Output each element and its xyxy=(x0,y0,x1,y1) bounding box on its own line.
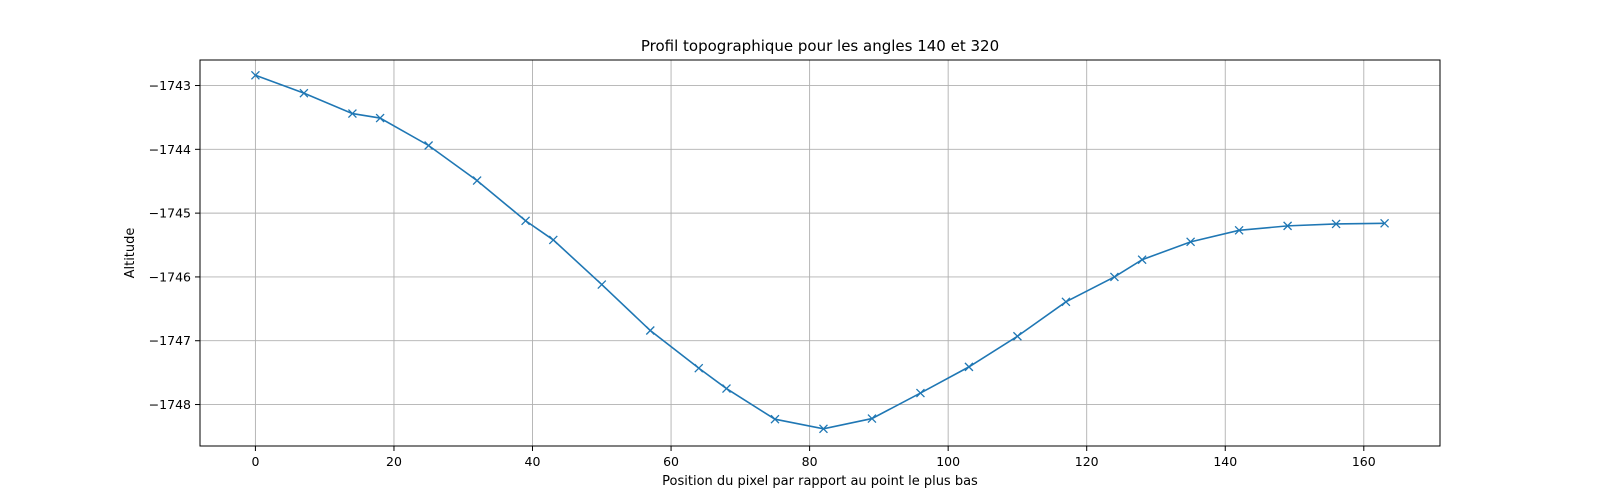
chart-title: Profil topographique pour les angles 140… xyxy=(641,37,999,55)
marker-stroke xyxy=(347,109,357,119)
marker-stroke xyxy=(867,414,877,424)
data-point-marker xyxy=(347,109,357,119)
marker-stroke xyxy=(1061,297,1071,307)
marker-stroke xyxy=(819,424,828,434)
data-point-marker xyxy=(1283,221,1293,231)
marker-stroke xyxy=(1234,225,1244,235)
y-tick-label: −1748 xyxy=(149,397,191,412)
data-point-marker xyxy=(1137,255,1147,265)
marker-stroke xyxy=(915,388,925,398)
data-point-marker xyxy=(770,414,780,424)
marker-stroke xyxy=(1331,219,1341,229)
x-tick-label: 60 xyxy=(663,454,679,469)
x-tick-label: 160 xyxy=(1352,454,1376,469)
marker-stroke xyxy=(299,88,309,98)
data-point-marker xyxy=(722,384,731,394)
x-tick-label: 20 xyxy=(386,454,402,469)
marker-stroke xyxy=(424,141,434,150)
data-point-marker xyxy=(645,326,655,335)
marker-stroke xyxy=(375,113,385,123)
data-point-marker xyxy=(1380,218,1390,228)
marker-stroke xyxy=(1109,272,1119,282)
x-axis-label: Position du pixel par rapport au point l… xyxy=(662,474,978,489)
data-point-marker xyxy=(694,363,704,373)
marker-stroke xyxy=(722,384,731,394)
x-tick-label: 140 xyxy=(1213,454,1237,469)
y-tick-label: −1747 xyxy=(149,333,191,348)
y-tick-label: −1743 xyxy=(149,78,191,93)
plot-frame xyxy=(199,59,1441,447)
marker-stroke xyxy=(1186,237,1196,247)
series-layer xyxy=(250,70,1390,434)
data-point-marker xyxy=(548,235,558,245)
data-point-marker xyxy=(424,141,434,150)
data-point-marker xyxy=(299,88,309,98)
x-tick-label: 80 xyxy=(802,454,818,469)
x-tick-label: 40 xyxy=(525,454,541,469)
data-point-marker xyxy=(375,113,385,123)
x-tick-label: 100 xyxy=(936,454,960,469)
data-point-marker xyxy=(1061,297,1071,307)
y-tick-label: −1744 xyxy=(149,142,191,157)
data-point-marker xyxy=(472,176,482,186)
marker-stroke xyxy=(1283,221,1293,231)
data-point-marker xyxy=(964,362,974,372)
marker-stroke xyxy=(770,414,780,424)
marker-stroke xyxy=(548,235,558,245)
x-tick-label: 120 xyxy=(1075,454,1099,469)
data-point-marker xyxy=(597,280,607,290)
marker-stroke xyxy=(1137,255,1147,265)
x-tick-label: 0 xyxy=(251,454,259,469)
data-point-marker xyxy=(1109,272,1119,282)
data-point-marker xyxy=(1234,225,1244,235)
marker-stroke xyxy=(472,176,482,186)
data-point-marker xyxy=(1012,331,1022,341)
data-point-marker xyxy=(819,424,828,434)
y-tick-label: −1746 xyxy=(149,269,191,284)
data-point-marker xyxy=(521,216,531,226)
y-axis-label: Altitude xyxy=(123,228,138,279)
marker-stroke xyxy=(645,326,655,335)
data-point-marker xyxy=(1331,219,1341,229)
marker-stroke xyxy=(250,70,260,80)
data-point-marker xyxy=(250,70,260,80)
grid-layer xyxy=(200,60,1440,446)
marker-stroke xyxy=(1012,331,1022,341)
data-point-marker xyxy=(915,388,925,398)
marker-stroke xyxy=(597,280,607,290)
tick-layer: 0 20 40 60 80 100 120 140 160 −1743 −1744 −1745 −174… xyxy=(149,78,1376,469)
data-point-marker xyxy=(867,414,877,424)
marker-stroke xyxy=(1380,218,1390,228)
data-point-marker xyxy=(1186,237,1196,247)
series-line xyxy=(255,74,1385,430)
marker-stroke xyxy=(964,362,974,372)
marker-stroke xyxy=(694,363,704,373)
y-tick-label: −1745 xyxy=(149,206,191,221)
marker-stroke xyxy=(521,216,531,226)
